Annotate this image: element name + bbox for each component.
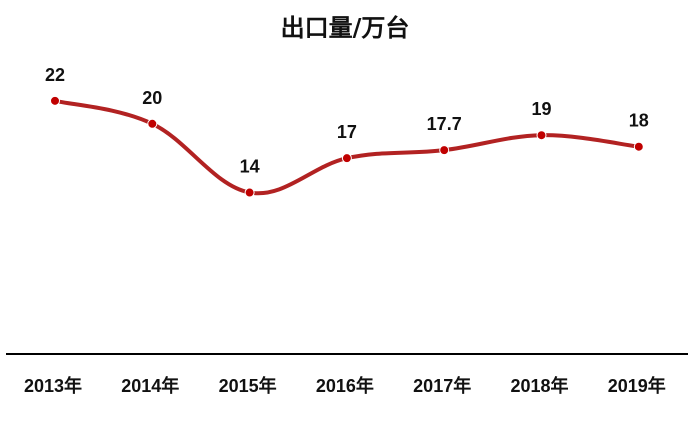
data-point-2 [244,187,255,198]
x-tick-labels: 2013年 2014年 2015年 2016年 2017年 2018年 2019年 [24,375,666,396]
data-point-3 [341,153,352,164]
data-points [50,95,644,198]
data-label-4: 17.7 [427,114,462,134]
data-point-5 [536,130,547,141]
x-tick-label-4: 2017年 [413,375,471,396]
data-point-6 [633,141,644,152]
data-point-1 [147,118,158,129]
x-tick-label-1: 2014年 [121,375,179,396]
x-tick-label-2: 2015年 [219,375,277,396]
data-label-6: 18 [629,111,649,131]
data-point-0 [50,95,60,106]
data-label-3: 17 [337,122,357,142]
x-tick-label-5: 2018年 [510,375,568,396]
data-label-5: 19 [531,99,551,119]
data-label-1: 20 [142,88,162,108]
x-tick-label-0: 2013年 [24,375,82,396]
data-point-4 [439,145,450,156]
data-labels: 22 20 14 17 17.7 19 18 [45,65,649,177]
chart-title: 出口量/万台 [281,13,410,42]
x-tick-label-6: 2019年 [608,375,666,396]
data-label-2: 14 [240,157,260,177]
x-tick-label-3: 2016年 [316,375,374,396]
data-label-0: 22 [45,65,65,85]
